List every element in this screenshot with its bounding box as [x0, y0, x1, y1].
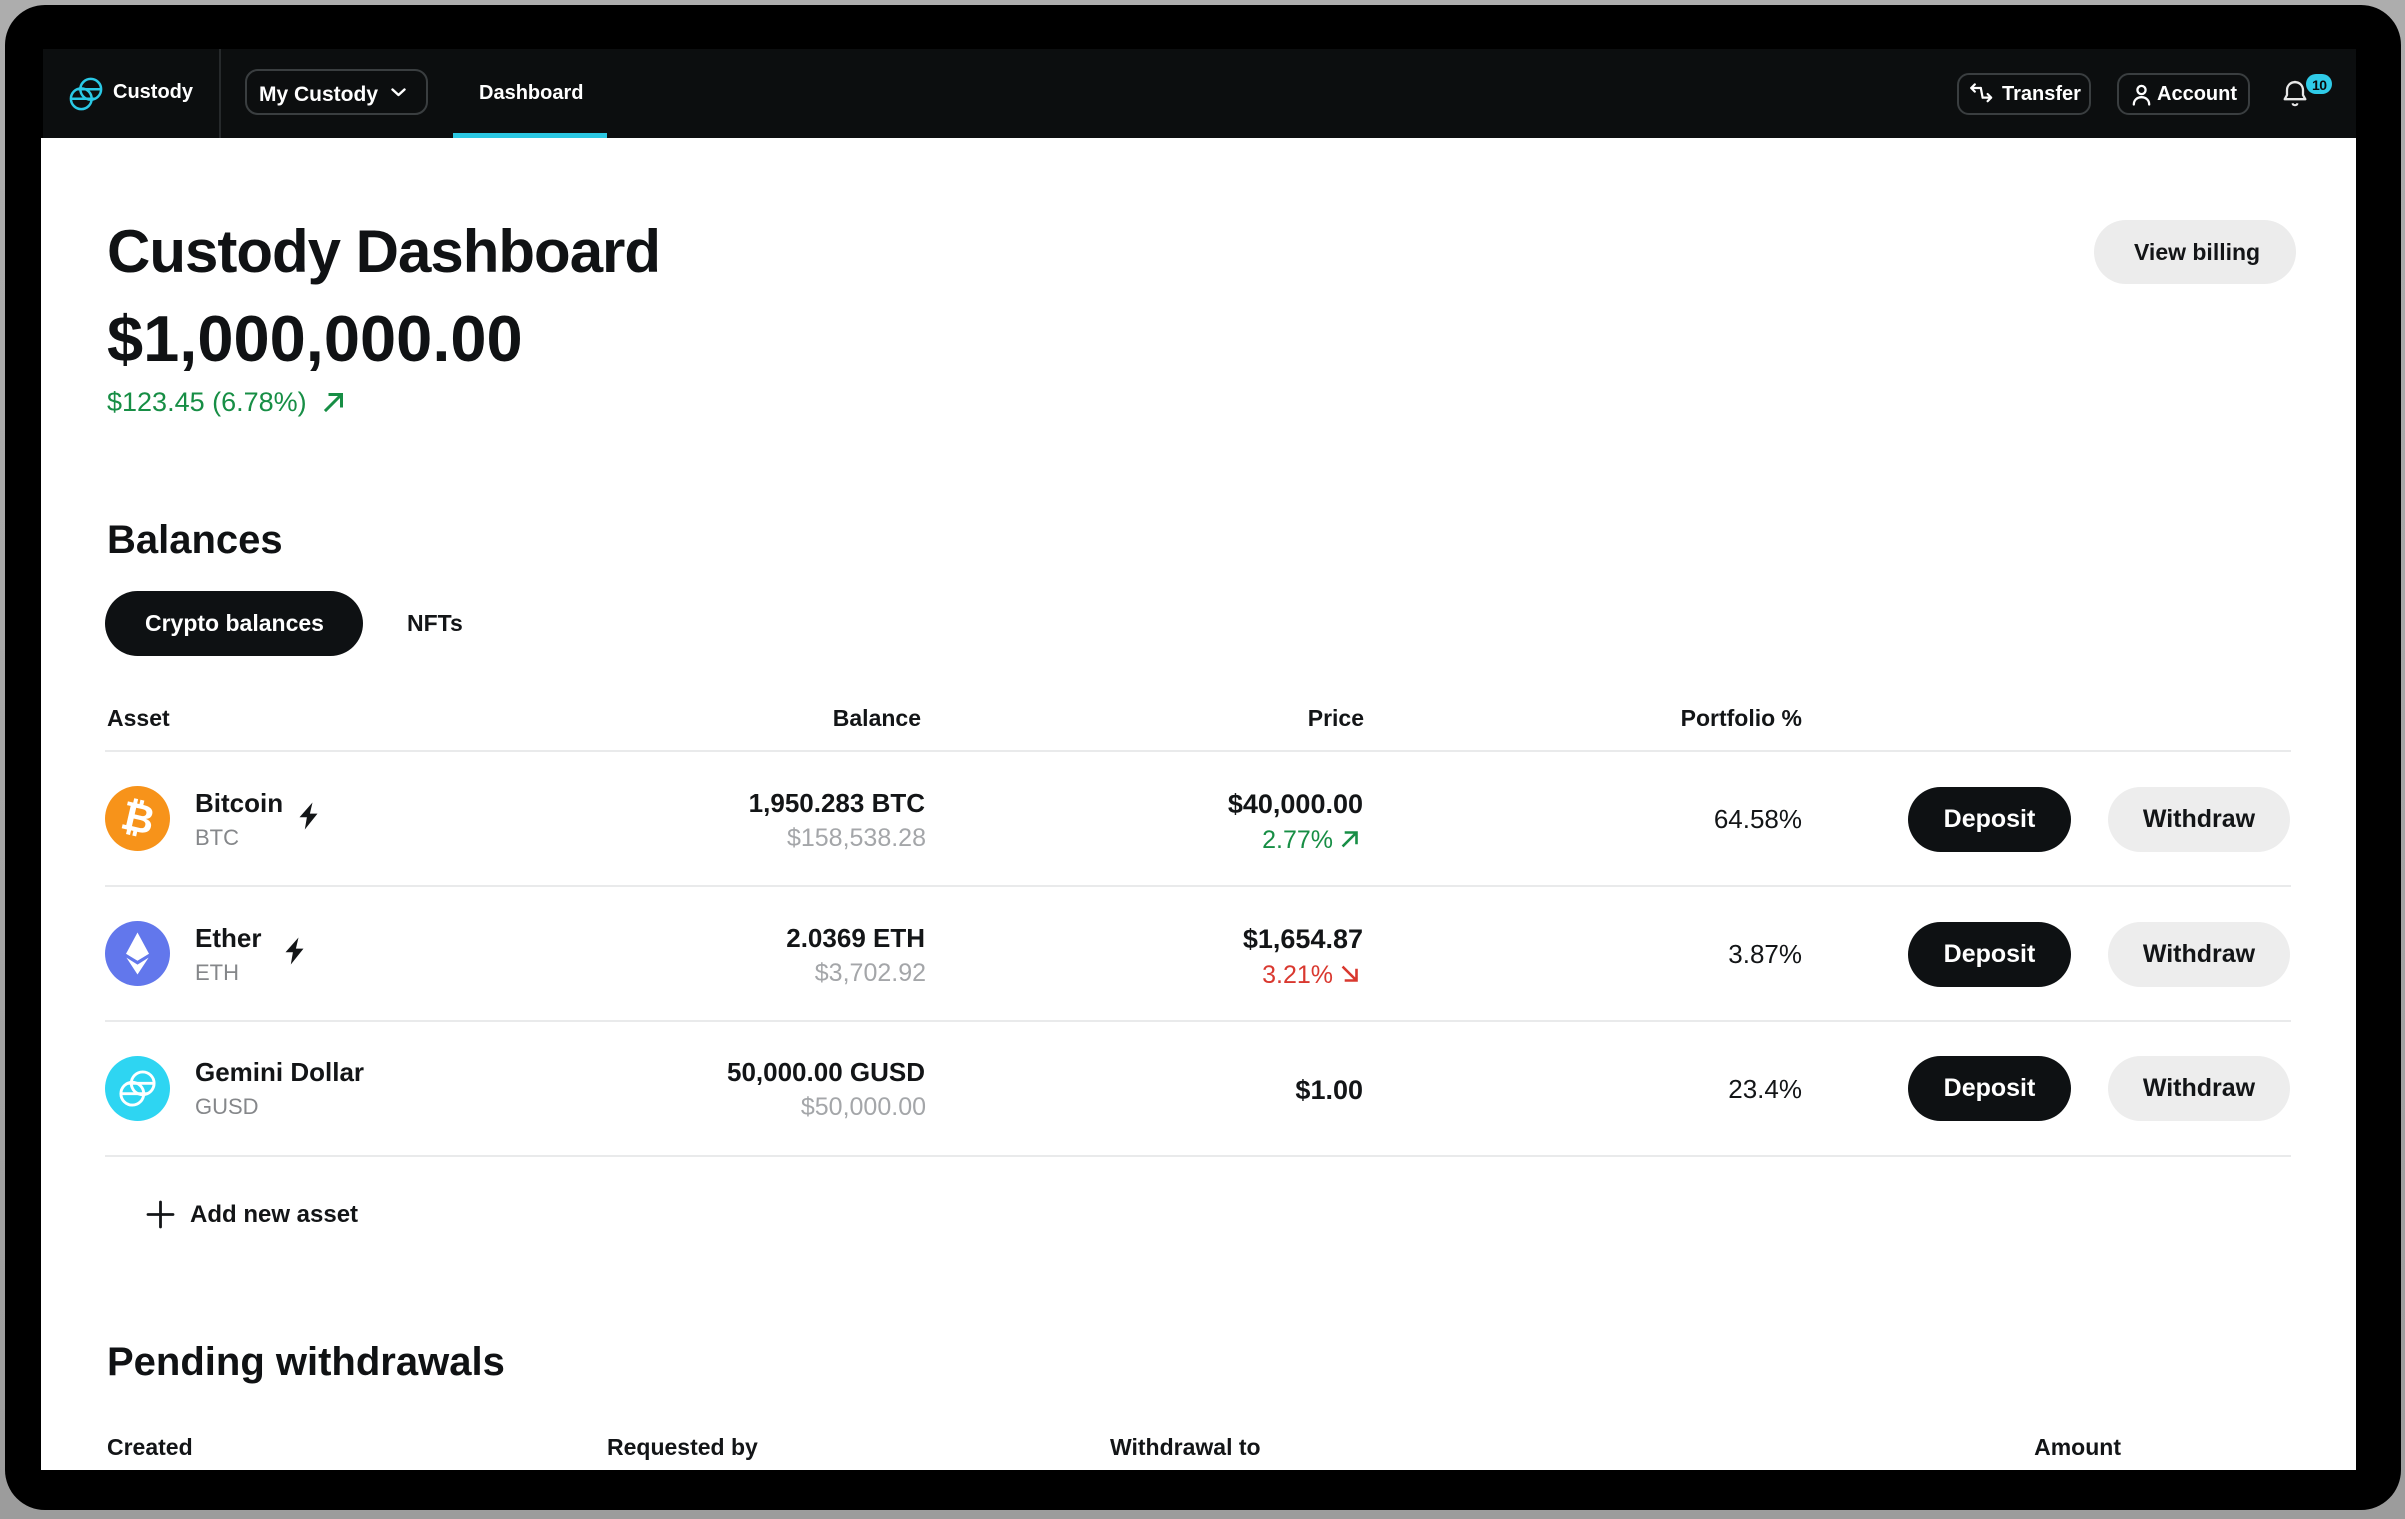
- svg-text:₿: ₿: [117, 794, 159, 844]
